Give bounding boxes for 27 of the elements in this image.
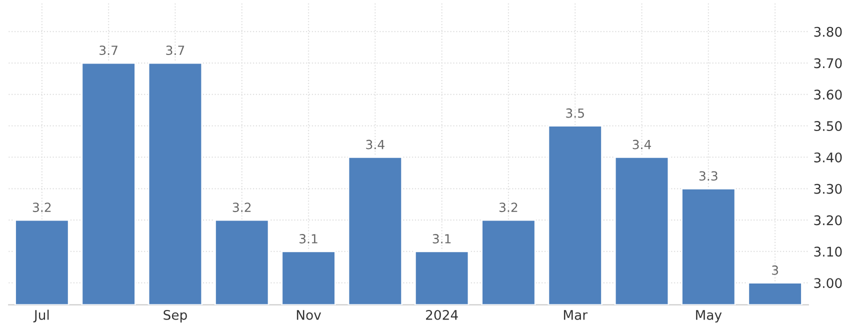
y-tick-label: 3.50 — [814, 121, 842, 132]
data-label: 3.7 — [100, 46, 118, 56]
data-label: 3 — [772, 265, 778, 275]
y-tick-label: 3.10 — [814, 246, 842, 257]
data-label: 3.3 — [699, 171, 718, 181]
x-tick-label: Sep — [164, 310, 187, 322]
data-label: 3.1 — [432, 234, 451, 244]
y-tick-label: 3.80 — [814, 26, 842, 37]
x-tick-label: 2024 — [426, 310, 458, 320]
y-tick-label: 3.60 — [814, 90, 842, 100]
data-label: 3.1 — [300, 234, 318, 244]
data-label: 3.5 — [566, 108, 584, 118]
x-tick-label: Mar — [564, 310, 588, 320]
y-tick-label: 3.40 — [814, 152, 842, 162]
data-label: 3.2 — [32, 202, 51, 212]
y-tick-label: 3.30 — [814, 184, 842, 194]
x-tick-label: May — [696, 310, 722, 322]
y-tick-label: 3.70 — [814, 58, 842, 68]
y-tick-label: 3.20 — [814, 215, 842, 226]
data-label: 3.2 — [232, 202, 251, 212]
data-label: 3.4 — [366, 140, 384, 150]
data-label: 3.4 — [632, 140, 652, 150]
x-tick-label: Nov — [296, 310, 322, 320]
data-label: 3.2 — [499, 202, 518, 212]
x-tick-label: Jul — [33, 310, 49, 322]
y-tick-label: 3.00 — [814, 278, 842, 288]
data-label: 3.7 — [166, 46, 184, 56]
